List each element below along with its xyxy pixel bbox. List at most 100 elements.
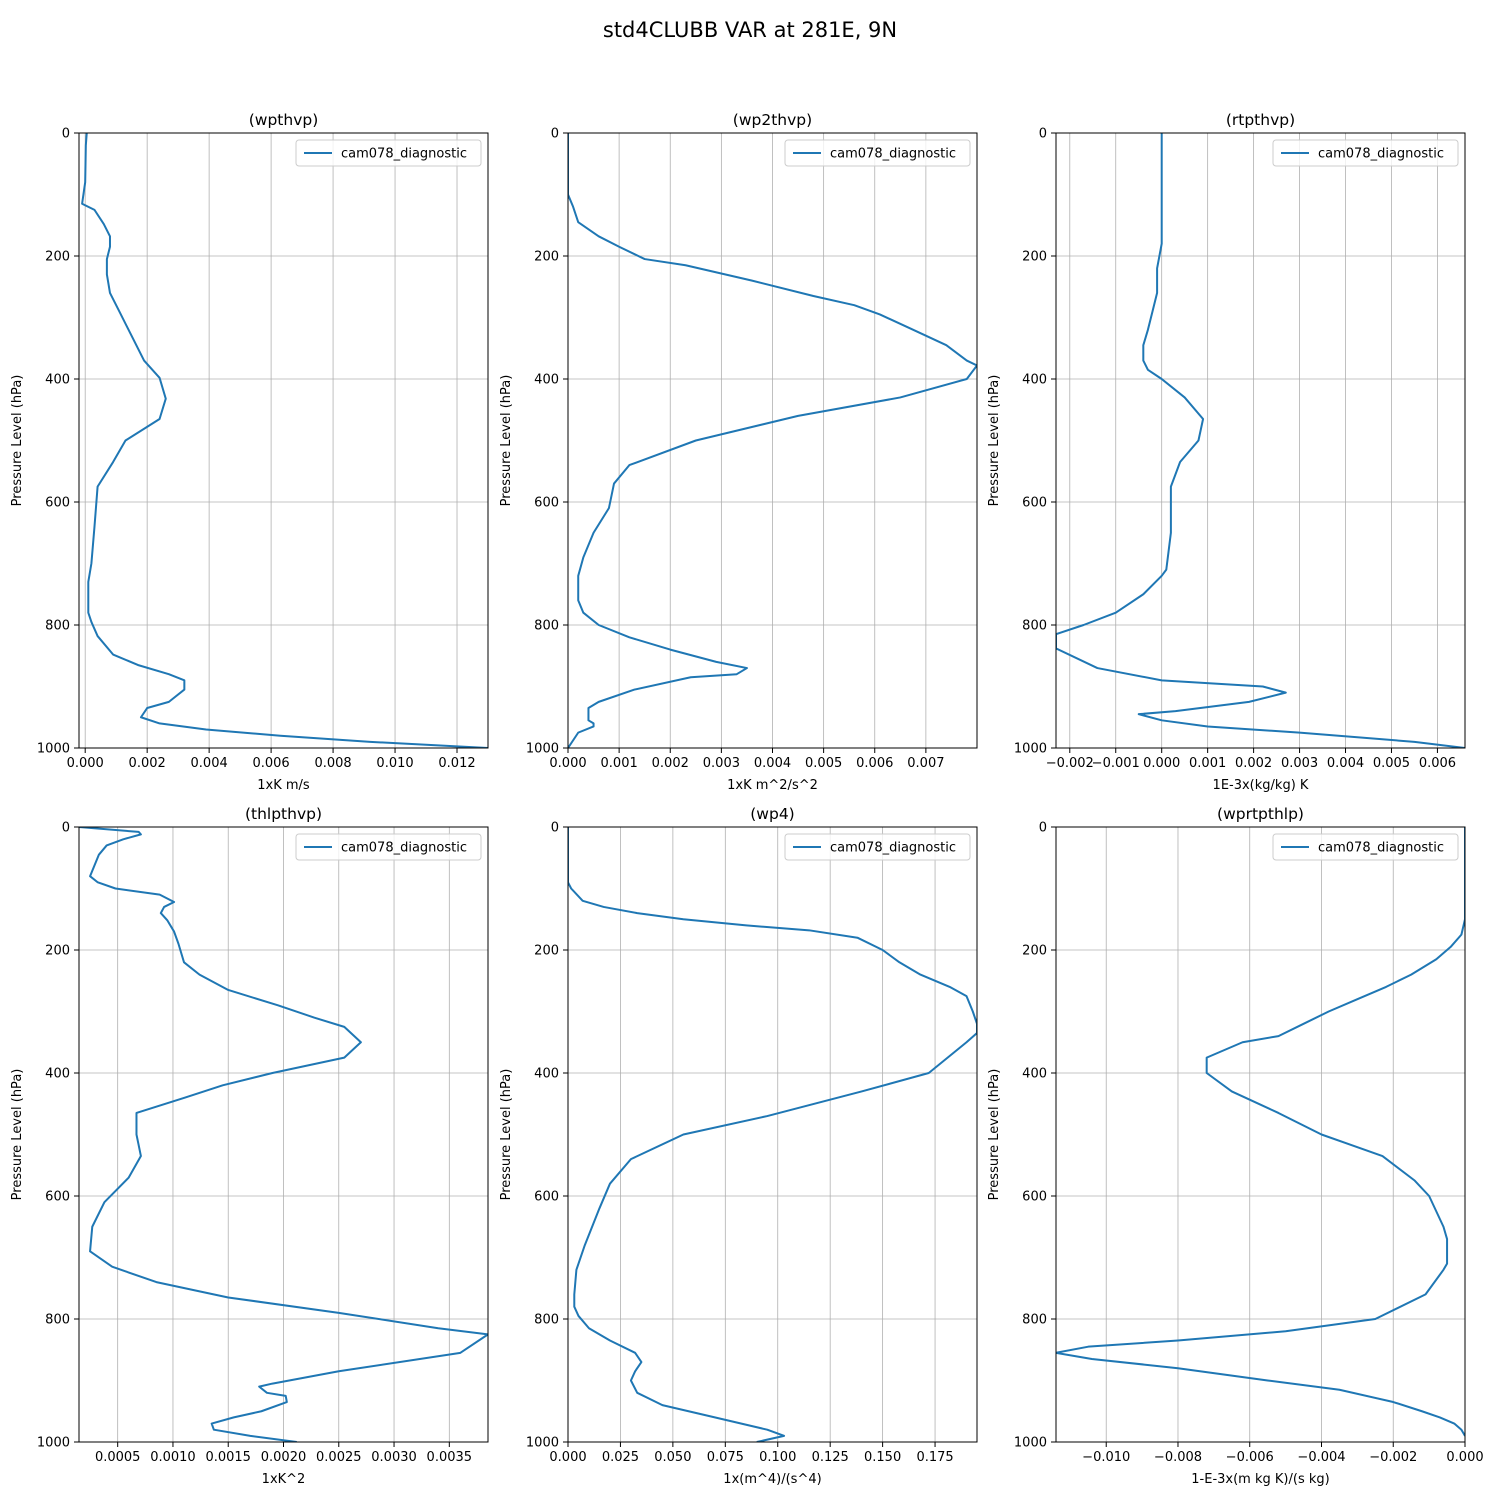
y-tick-label: 0 bbox=[1039, 821, 1047, 836]
x-tick-label: 0.007 bbox=[907, 756, 944, 771]
plot-frame bbox=[1055, 132, 1466, 749]
x-tick-label: −0.002 bbox=[1046, 756, 1094, 771]
y-tick-label: 1000 bbox=[37, 742, 70, 757]
x-tick-label: 0.0005 bbox=[95, 1450, 141, 1465]
chart-panel-1: 0.000 0.002 0.004 0.006 0.008 0.010 0.012 0 200 4… bbox=[10, 111, 489, 793]
legend: cam078_diagnostic bbox=[295, 833, 482, 861]
panel-title: (rtpthvp) bbox=[1226, 111, 1295, 129]
y-tick-label: 600 bbox=[1022, 1190, 1047, 1205]
x-tick-label: 0.006 bbox=[1419, 756, 1456, 771]
y-tick-label: 800 bbox=[1022, 619, 1047, 634]
y-tick-label: 400 bbox=[45, 373, 70, 388]
x-axis-label: 1x(m^4)/(s^4) bbox=[723, 1472, 821, 1487]
y-tick-label: 0 bbox=[62, 821, 70, 836]
x-tick-label: 0.050 bbox=[654, 1450, 691, 1465]
x-tick-label: 0.0035 bbox=[427, 1450, 473, 1465]
legend: cam078_diagnostic bbox=[784, 139, 971, 167]
x-tick-label: 0.025 bbox=[602, 1450, 639, 1465]
y-tick-label: 600 bbox=[45, 496, 70, 511]
x-tick-label: 0.000 bbox=[1446, 1450, 1483, 1465]
x-axis-label: 1xK m^2/s^2 bbox=[727, 778, 818, 793]
x-axis-label: 1E-3x(kg/kg) K bbox=[1213, 778, 1309, 793]
y-tick-label: 1000 bbox=[526, 742, 559, 757]
legend-label: cam078_diagnostic bbox=[830, 841, 956, 856]
chart-panel-3: −0.002−0.001 0.000 0.001 0.002 0.003 0.004 0.0… bbox=[987, 111, 1466, 793]
panel-title: (thlpthvp) bbox=[245, 805, 322, 823]
y-tick-label: 800 bbox=[534, 619, 559, 634]
x-tick-label: 0.001 bbox=[601, 756, 638, 771]
x-tick-label: −0.006 bbox=[1226, 1450, 1274, 1465]
y-axis-label: Pressure Level (hPa) bbox=[987, 1069, 1002, 1201]
chart-panel-4: 0.0005 0.0010 0.0015 0.0020 0.0025 0.0030 0.00… bbox=[10, 805, 489, 1487]
x-tick-label: 0.002 bbox=[1235, 756, 1272, 771]
x-tick-label: 0.003 bbox=[703, 756, 740, 771]
chart-panel-5: 0.000 0.025 0.050 0.075 0.100 0.125 0.150 0.175… bbox=[499, 805, 978, 1487]
legend-label: cam078_diagnostic bbox=[341, 841, 467, 856]
y-tick-label: 1000 bbox=[526, 1436, 559, 1451]
x-tick-label: 0.0020 bbox=[261, 1450, 307, 1465]
legend: cam078_diagnostic bbox=[1272, 139, 1459, 167]
x-tick-label: 0.0025 bbox=[316, 1450, 362, 1465]
y-tick-label: 600 bbox=[1022, 496, 1047, 511]
legend-box bbox=[1272, 139, 1459, 167]
chart-panel-2: 0.000 0.001 0.002 0.003 0.004 0.005 0.006 0.007… bbox=[499, 111, 978, 793]
y-tick-label: 0 bbox=[551, 821, 559, 836]
x-tick-label: 0.003 bbox=[1281, 756, 1318, 771]
legend-label: cam078_diagnostic bbox=[830, 147, 956, 162]
legend-box bbox=[784, 833, 971, 861]
y-tick-label: 200 bbox=[45, 944, 70, 959]
y-tick-label: 800 bbox=[534, 1313, 559, 1328]
y-tick-label: 800 bbox=[45, 1313, 70, 1328]
panel-title: (wprtpthlp) bbox=[1217, 805, 1304, 823]
x-tick-label: 0.000 bbox=[1143, 756, 1180, 771]
y-axis-label: Pressure Level (hPa) bbox=[987, 375, 1002, 507]
y-tick-label: 1000 bbox=[1014, 1436, 1047, 1451]
chart-panel-6: −0.010 −0.008 −0.006 −0.004 −0.002 0.000 0 200 4… bbox=[987, 805, 1484, 1487]
y-tick-label: 0 bbox=[551, 127, 559, 142]
y-tick-label: 800 bbox=[1022, 1313, 1047, 1328]
panel-title: (wp4) bbox=[750, 805, 794, 823]
y-tick-label: 600 bbox=[45, 1190, 70, 1205]
y-axis-label: Pressure Level (hPa) bbox=[499, 1069, 514, 1201]
y-tick-label: 200 bbox=[534, 250, 559, 265]
x-tick-label: 0.0010 bbox=[150, 1450, 196, 1465]
y-tick-label: 0 bbox=[1039, 127, 1047, 142]
x-tick-label: 0.005 bbox=[1373, 756, 1410, 771]
x-tick-label: 0.000 bbox=[549, 1450, 586, 1465]
x-tick-label: 0.175 bbox=[916, 1450, 953, 1465]
legend-box bbox=[295, 833, 482, 861]
x-tick-label: 0.006 bbox=[856, 756, 893, 771]
y-tick-label: 400 bbox=[534, 373, 559, 388]
legend: cam078_diagnostic bbox=[295, 139, 482, 167]
y-tick-label: 200 bbox=[534, 944, 559, 959]
x-axis-label: 1xK^2 bbox=[262, 1472, 306, 1487]
x-tick-label: 0.125 bbox=[812, 1450, 849, 1465]
legend-label: cam078_diagnostic bbox=[1318, 841, 1444, 856]
series-line-1 bbox=[81, 133, 488, 748]
x-tick-label: −0.001 bbox=[1092, 756, 1140, 771]
panel-title: (wpthvp) bbox=[249, 111, 319, 129]
y-tick-label: 600 bbox=[534, 496, 559, 511]
series-line-1 bbox=[568, 133, 977, 748]
y-axis-label: Pressure Level (hPa) bbox=[10, 1069, 25, 1201]
x-tick-label: 0.100 bbox=[759, 1450, 796, 1465]
x-tick-label: 0.004 bbox=[1327, 756, 1364, 771]
x-tick-label: −0.002 bbox=[1369, 1450, 1417, 1465]
series-line-1 bbox=[79, 827, 488, 1442]
x-tick-label: 0.005 bbox=[805, 756, 842, 771]
x-tick-label: 0.150 bbox=[864, 1450, 901, 1465]
legend-label: cam078_diagnostic bbox=[1318, 147, 1444, 162]
x-tick-label: 0.075 bbox=[707, 1450, 744, 1465]
plot-frame bbox=[567, 826, 978, 1443]
y-tick-label: 800 bbox=[45, 619, 70, 634]
legend-label: cam078_diagnostic bbox=[341, 147, 467, 162]
y-axis-label: Pressure Level (hPa) bbox=[499, 375, 514, 507]
y-tick-label: 600 bbox=[534, 1190, 559, 1205]
y-tick-label: 1000 bbox=[1014, 742, 1047, 757]
x-tick-label: 0.012 bbox=[438, 756, 475, 771]
series-line-1 bbox=[1056, 133, 1465, 748]
x-tick-label: 0.006 bbox=[252, 756, 289, 771]
x-tick-label: 0.000 bbox=[549, 756, 586, 771]
legend: cam078_diagnostic bbox=[784, 833, 971, 861]
